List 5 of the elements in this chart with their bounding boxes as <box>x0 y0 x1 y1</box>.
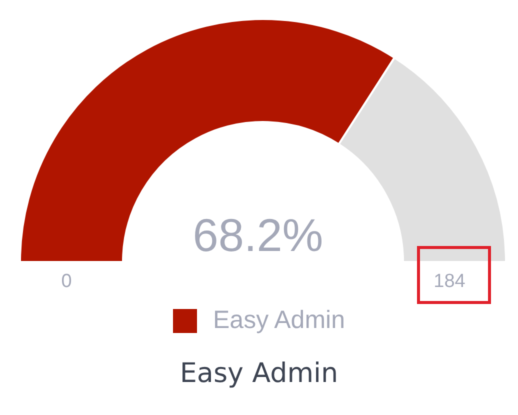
text: Easy Admin <box>178 358 340 389</box>
data-label: 68.2% <box>192 208 324 262</box>
text: 0 <box>60 271 73 293</box>
text: 184 <box>432 271 466 293</box>
legend-label: Easy Admin <box>212 306 345 335</box>
